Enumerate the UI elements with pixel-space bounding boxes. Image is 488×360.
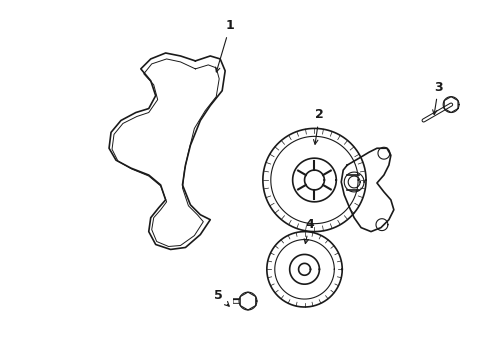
Text: 5: 5: [213, 289, 229, 306]
Text: 2: 2: [313, 108, 323, 144]
Text: 4: 4: [304, 218, 313, 244]
Text: 1: 1: [215, 19, 234, 72]
Polygon shape: [240, 292, 255, 310]
Text: 3: 3: [432, 81, 442, 114]
